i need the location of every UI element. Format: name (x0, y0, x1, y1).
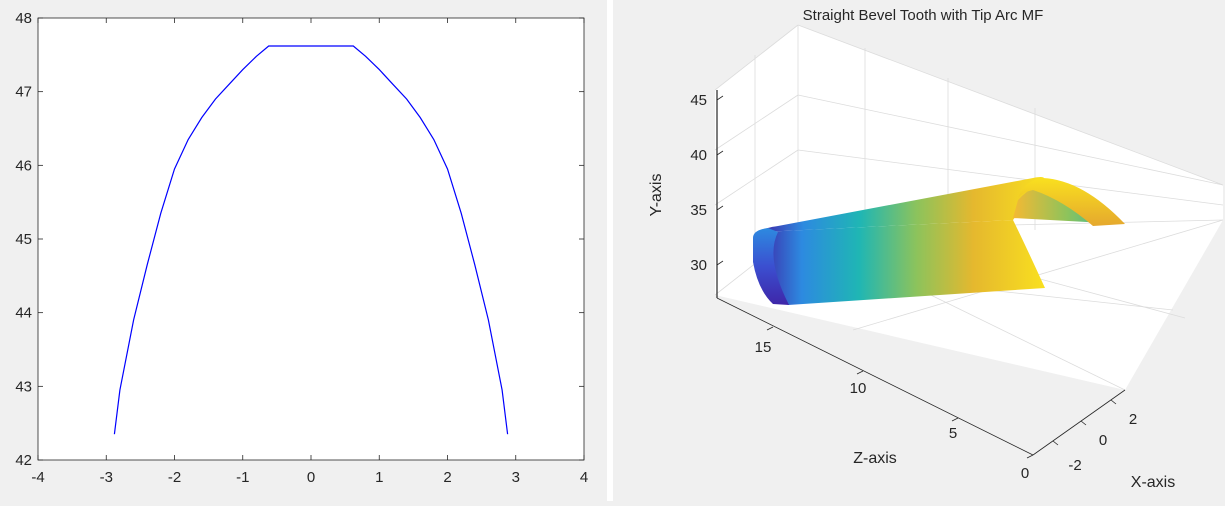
y-tick-label: 48 (15, 10, 32, 27)
z-axis-line (716, 297, 1034, 456)
surface-flank-face (758, 220, 1045, 305)
figure-divider (607, 0, 613, 501)
x-tick-label: 1 (375, 469, 383, 486)
y-tick-mark (716, 205, 724, 211)
z-tick-label: 10 (850, 380, 867, 397)
y-tick-mark (716, 260, 724, 266)
x-tick-label: 0 (1099, 432, 1107, 449)
y-tick-label: 35 (690, 202, 707, 219)
profile-line-chart: -4 -3 -2 -1 0 1 2 3 4 42 43 44 45 46 47 48 (15, 10, 588, 486)
x-tick-label: 2 (1129, 411, 1137, 428)
surface-tip-arc (1018, 178, 1125, 226)
y-tick-label: 42 (15, 452, 32, 469)
axes-box (37, 17, 585, 461)
chart-title: Straight Bevel Tooth with Tip Arc MF (803, 7, 1044, 24)
x-axis-label: X-axis (1131, 474, 1175, 491)
x-axis-line (1032, 389, 1126, 456)
x-tick-label: 3 (512, 469, 520, 486)
y-tick-label: 46 (15, 157, 32, 174)
x-tick-label: 4 (580, 469, 588, 486)
tooth-profile-line (113, 45, 509, 435)
surface-3d-chart: Straight Bevel Tooth with Tip Arc MF Y-a… (648, 7, 1224, 491)
z-tick-label: 15 (755, 339, 772, 356)
y-tick-label: 44 (15, 305, 32, 322)
surface-top-face (761, 177, 1045, 232)
x-tick-label: 2 (443, 469, 451, 486)
surface-front-end (753, 228, 789, 305)
y-tick-mark (716, 95, 724, 101)
x-tick-label: 0 (307, 469, 315, 486)
z-tick-label: 5 (949, 425, 957, 442)
x-tick-label: -2 (1068, 457, 1081, 474)
x-tick-mark (1052, 440, 1059, 446)
y-tick-label: 45 (15, 231, 32, 248)
z-tick-mark (1026, 454, 1034, 459)
y-tick-mark (716, 150, 724, 156)
x-tick-label: -4 (31, 469, 44, 486)
z-axis-label: Z-axis (853, 450, 897, 467)
left-figure: -4 -3 -2 -1 0 1 2 3 4 42 43 44 45 46 47 48 (0, 0, 607, 501)
y-tick-label: 45 (690, 92, 707, 109)
y-axis-label: Y-axis (648, 174, 665, 217)
z-tick-mark (856, 370, 864, 375)
y-tick-label: 47 (15, 84, 32, 101)
axes-background (38, 18, 584, 460)
x-tick-label: -2 (168, 469, 181, 486)
x-tick-mark (1080, 420, 1087, 426)
z-tick-label: 0 (1021, 465, 1029, 482)
z-tick-mark (951, 417, 959, 422)
x-tick-label: -3 (100, 469, 113, 486)
y-tick-label: 40 (690, 147, 707, 164)
x-tick-mark (1110, 399, 1117, 405)
right-figure: Straight Bevel Tooth with Tip Arc MF Y-a… (613, 0, 1225, 501)
z-tick-mark (766, 326, 774, 331)
x-tick-label: -1 (236, 469, 249, 486)
y-tick-label: 30 (690, 257, 707, 274)
y-tick-label: 43 (15, 378, 32, 395)
